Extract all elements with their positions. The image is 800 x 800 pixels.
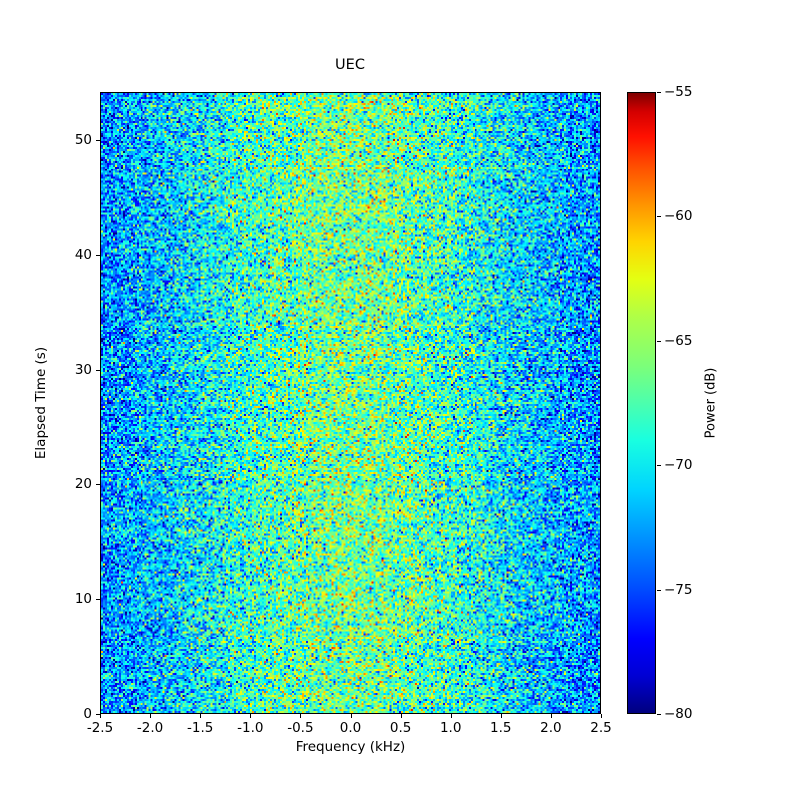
x-axis-label: Frequency (kHz)	[295, 739, 406, 755]
colorbar-tick-mark	[657, 340, 661, 342]
y-tick-mark	[96, 714, 100, 715]
colorbar-tick-label: −75	[664, 581, 693, 598]
colorbar-tick-mark	[657, 589, 661, 591]
x-tick-label: -1.5	[187, 720, 214, 736]
x-tick-label: 1.5	[490, 720, 512, 736]
colorbar	[627, 92, 656, 714]
x-tick-label: 2.5	[590, 720, 612, 736]
colorbar-tick-label: −80	[664, 706, 693, 722]
colorbar-tick-label: −65	[664, 332, 693, 349]
colorbar-tick-mark	[657, 92, 661, 93]
x-tick-mark	[250, 714, 252, 718]
x-tick-mark	[100, 714, 101, 718]
x-tick-label: -2.5	[86, 720, 114, 736]
title-line-instrument: UEC	[335, 57, 365, 73]
y-tick-label: 0	[83, 706, 92, 722]
colorbar-tick-label: −60	[664, 208, 693, 225]
x-tick-mark	[450, 714, 452, 718]
y-tick-label: 50	[74, 132, 92, 149]
y-tick-mark	[96, 254, 100, 256]
y-tick-mark	[96, 599, 100, 601]
y-tick-mark	[96, 369, 100, 371]
y-axis-label: Elapsed Time (s)	[33, 346, 49, 460]
x-tick-label: 1.0	[439, 720, 462, 736]
colorbar-label: Power (dB)	[703, 367, 719, 439]
x-tick-label: -2.0	[136, 720, 164, 736]
x-tick-label: 0.5	[389, 720, 412, 736]
y-tick-label: 20	[74, 476, 92, 493]
x-tick-mark	[200, 714, 202, 718]
colorbar-gradient	[628, 93, 655, 713]
x-tick-label: -0.5	[287, 720, 314, 736]
x-tick-label: -1.0	[237, 720, 264, 736]
y-tick-mark	[96, 140, 100, 142]
x-tick-mark	[550, 714, 552, 718]
spectrogram-plot-area	[100, 92, 601, 714]
colorbar-tick-mark	[657, 465, 661, 467]
x-tick-mark	[500, 714, 502, 718]
y-tick-label: 10	[74, 591, 92, 608]
colorbar-tick-mark	[657, 714, 661, 715]
x-tick-mark	[150, 714, 152, 718]
colorbar-tick-label: −55	[664, 84, 693, 100]
colorbar-tick-mark	[657, 216, 661, 218]
x-tick-mark	[400, 714, 402, 718]
x-tick-label: 2.0	[540, 720, 562, 736]
colorbar-tick-label: −70	[664, 457, 693, 474]
y-tick-label: 40	[74, 246, 92, 263]
spectrogram-image	[101, 93, 600, 713]
x-tick-mark	[350, 714, 352, 718]
y-tick-label: 30	[74, 361, 92, 378]
x-tick-label: 0.0	[339, 720, 362, 736]
x-tick-mark	[300, 714, 302, 718]
x-tick-mark	[601, 714, 602, 718]
y-tick-mark	[96, 484, 100, 486]
